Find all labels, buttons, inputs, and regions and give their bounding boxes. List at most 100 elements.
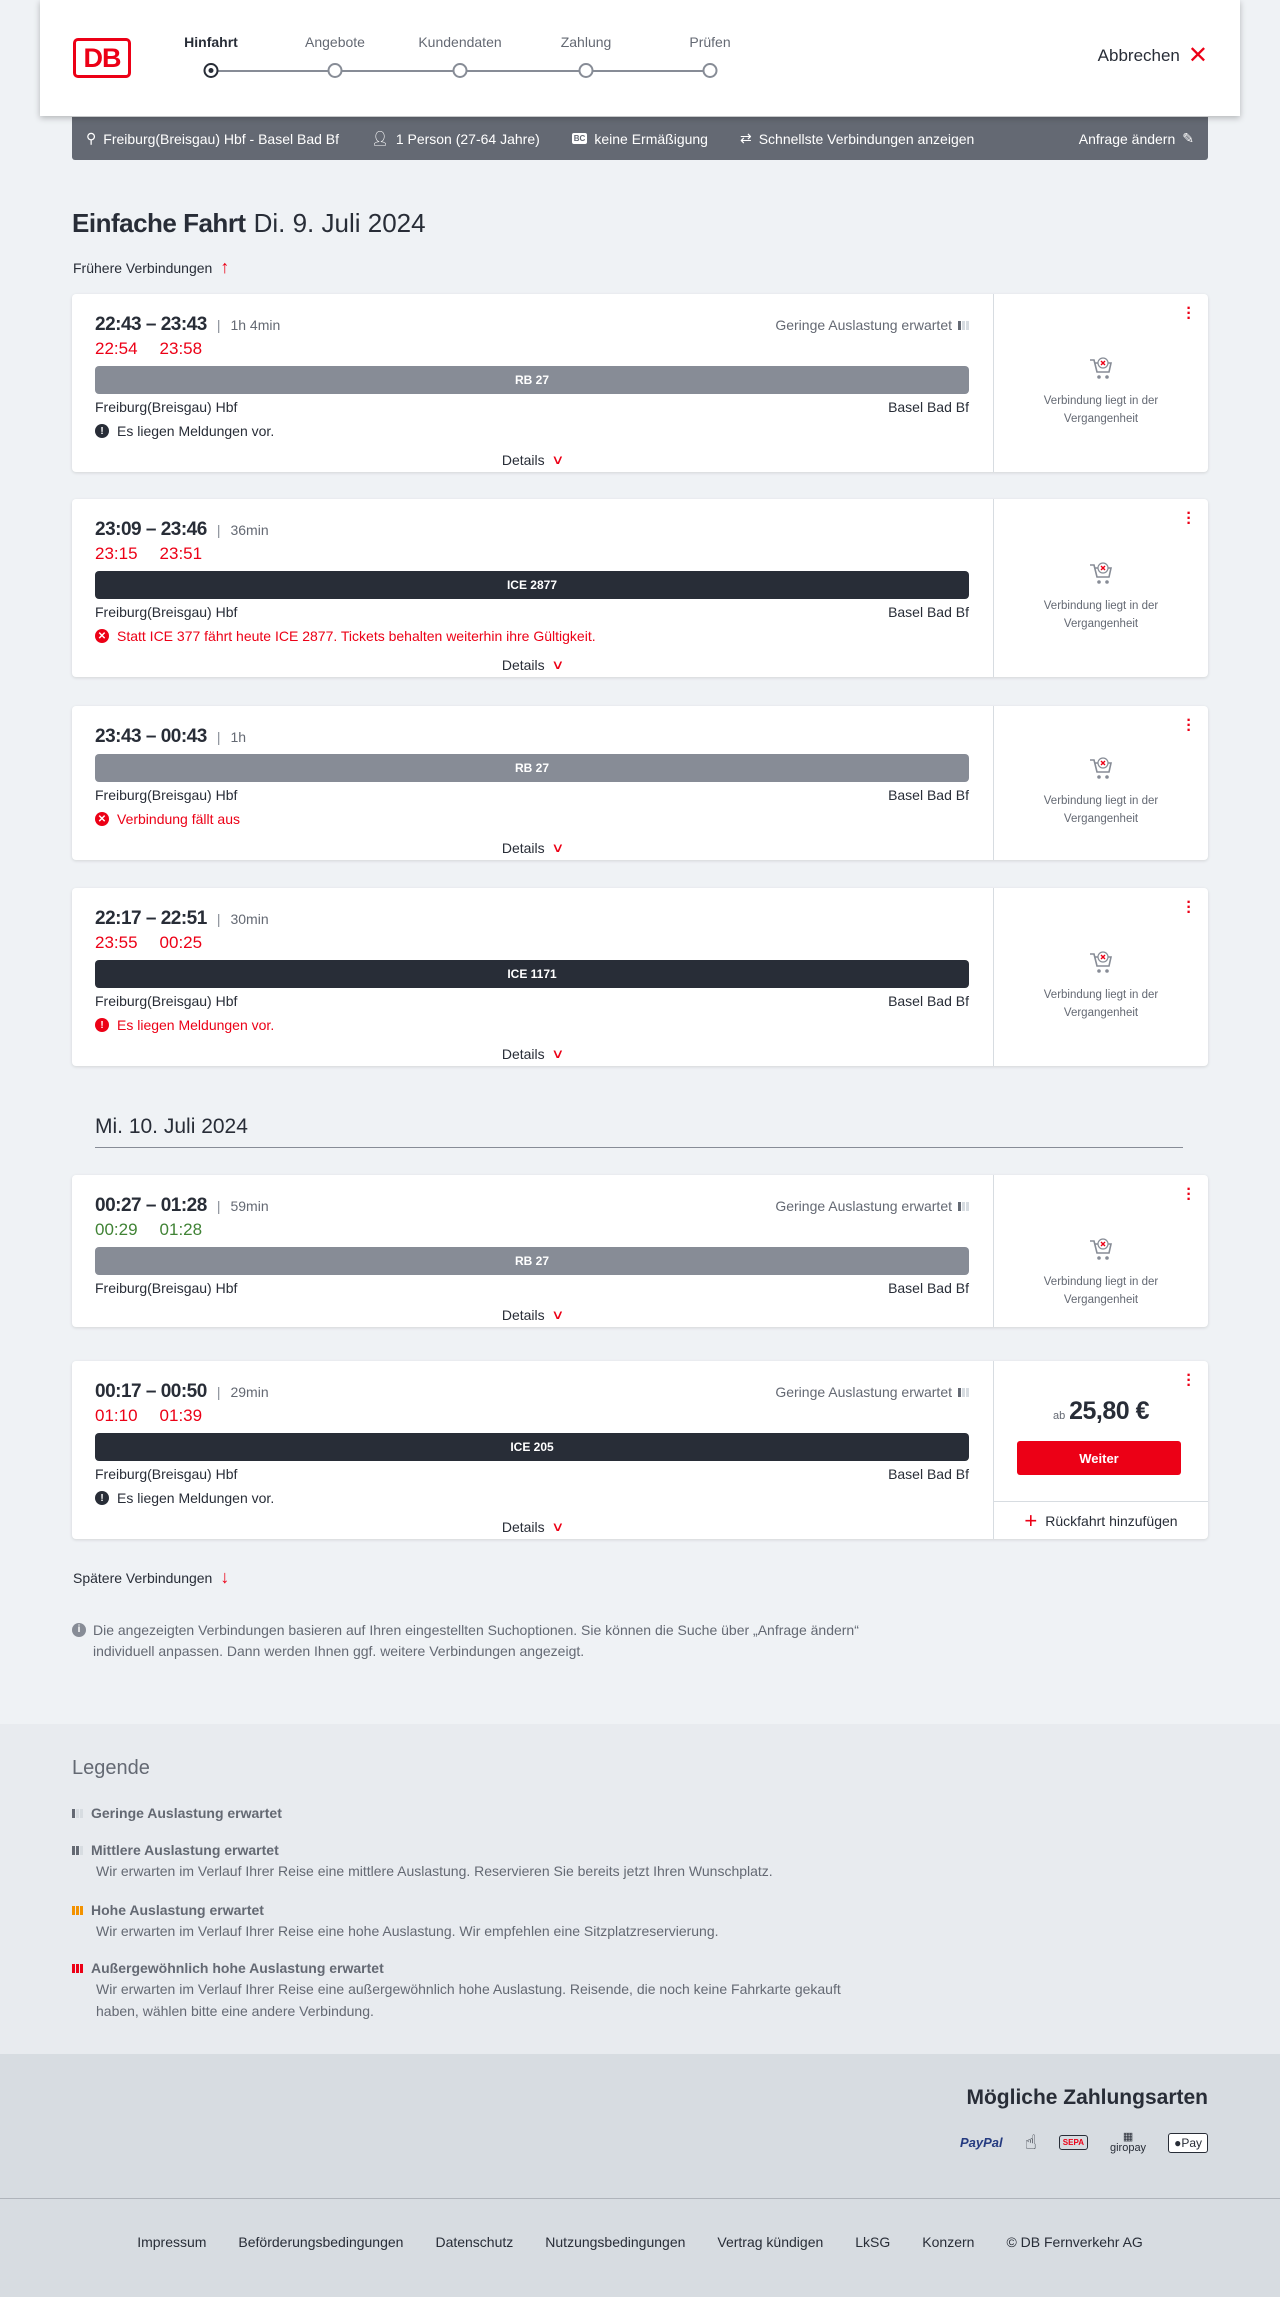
scheduled-times: 23:09 – 23:46 <box>95 519 207 540</box>
connection-card[interactable]: 22:43 – 23:43 | 1h 4min Geringe Auslastung… <box>72 294 1208 472</box>
footer-link[interactable]: Impressum <box>137 2234 207 2250</box>
actual-times: 23:55 00:25 <box>95 931 969 955</box>
destination-station: Basel Bad Bf <box>888 399 969 415</box>
origin-station: Freiburg(Breisgau) Hbf <box>95 1280 238 1296</box>
duration: 29min <box>230 1384 269 1400</box>
train-bar[interactable]: RB 27 <box>95 1247 969 1275</box>
connection-details: 23:43 – 00:43 | 1h RB 27 Freiburg(Breisgau… <box>72 706 994 860</box>
occupancy-icon <box>72 1905 83 1915</box>
continue-button[interactable]: Weiter <box>1017 1441 1181 1475</box>
cancel-button[interactable]: Abbrechen ✕ <box>1098 44 1208 68</box>
actual-times: 23:15 23:51 <box>95 542 969 566</box>
exclamation-icon: ! <box>95 424 109 438</box>
train-bar[interactable]: ICE 2877 <box>95 571 969 599</box>
bahncard-icon: BC <box>571 133 588 144</box>
search-summary-bar: ⚲ Freiburg(Breisgau) Hbf - Basel Bad Bf 👤… <box>72 117 1208 160</box>
offer-panel: · · · Verbindung liegt in der Vergangenheit <box>994 888 1208 1066</box>
message-text: Statt ICE 377 fährt heute ICE 2877. Tick… <box>117 628 596 644</box>
connection-details: 22:43 – 23:43 | 1h 4min Geringe Auslastung… <box>72 294 994 472</box>
origin-station: Freiburg(Breisgau) Hbf <box>95 399 238 415</box>
occupancy: Geringe Auslastung erwartet <box>775 317 969 333</box>
footer-link[interactable]: LkSG <box>855 2234 891 2250</box>
legend-item-description: Wir erwarten im Verlauf Ihrer Reise eine… <box>96 1981 841 2019</box>
person-icon: 👤︎ <box>371 130 389 146</box>
step-label: Zahlung <box>560 34 612 50</box>
details-toggle[interactable]: Details ∨ <box>95 836 969 860</box>
details-label: Details <box>501 1307 545 1323</box>
connection-card[interactable]: 00:17 – 00:50 | 29min Geringe Auslastung e… <box>72 1361 1208 1539</box>
arrow-down-icon: ↓ <box>220 1567 230 1587</box>
details-toggle[interactable]: Details ∨ <box>95 1042 969 1066</box>
error-icon: ✕ <box>95 629 109 643</box>
footer-link[interactable]: Beförderungsbedingungen <box>238 2234 404 2250</box>
origin-station: Freiburg(Breisgau) Hbf <box>95 1466 238 1482</box>
trip-type: Einfache Fahrt <box>72 208 246 238</box>
swap-icon: ⇄ <box>739 130 752 146</box>
details-toggle[interactable]: Details ∨ <box>95 653 969 677</box>
actual-departure: 23:55 <box>95 933 138 952</box>
connection-details: 22:17 – 22:51 | 30min 23:55 00:25 ICE 1171 F… <box>72 888 994 1066</box>
occupancy: Geringe Auslastung erwartet <box>775 1198 969 1214</box>
edit-request-button[interactable]: Anfrage ändern ✎ <box>1079 130 1194 147</box>
train-bar[interactable]: RB 27 <box>95 366 969 394</box>
offer-panel: · · · Verbindung liegt in der Vergangenheit <box>994 294 1208 472</box>
connection-message: ! Es liegen Meldungen vor. <box>95 1013 969 1037</box>
past-connection-text: Verbindung liegt in der Vergangenheit <box>1043 395 1159 425</box>
connection-card[interactable]: 23:43 – 00:43 | 1h RB 27 Freiburg(Breisgau… <box>72 706 1208 860</box>
step-label: Kundendaten <box>418 34 502 50</box>
db-logo[interactable]: DB <box>73 38 131 78</box>
connection-card[interactable]: 22:17 – 22:51 | 30min 23:55 00:25 ICE 1171 F… <box>72 888 1208 1066</box>
payment-title: Mögliche Zahlungsarten <box>966 2086 1208 2109</box>
duration: 59min <box>230 1198 269 1214</box>
duration: 30min <box>230 911 269 927</box>
occupancy-label: Geringe Auslastung erwartet <box>775 1384 952 1400</box>
legend-item: Außergewöhnlich hohe Auslastung erwartet… <box>72 1958 872 2022</box>
occupancy-low-icon <box>958 1201 969 1211</box>
scheduled-times: 22:43 – 23:43 <box>95 314 207 335</box>
details-toggle[interactable]: Details ∨ <box>95 1515 969 1539</box>
arrow-up-icon: ↑ <box>220 257 230 277</box>
trip-date: Di. 9. Juli 2024 <box>253 208 426 238</box>
connection-card[interactable]: 00:27 – 01:28 | 59min Geringe Auslastung e… <box>72 1175 1208 1327</box>
footer-link[interactable]: Datenschutz <box>435 2234 514 2250</box>
more-options-icon[interactable]: · · · <box>1186 505 1192 532</box>
connection-card[interactable]: 23:09 – 23:46 | 36min 23:15 23:51 ICE 2877 F… <box>72 499 1208 677</box>
details-toggle[interactable]: Details ∨ <box>95 448 969 472</box>
past-connection-text: Verbindung liegt in der Vergangenheit <box>1043 600 1159 630</box>
footer-links: Impressum Beförderungsbedingungen Datensch… <box>0 2234 1280 2250</box>
details-toggle[interactable]: Details ∨ <box>95 1303 969 1327</box>
train-bar[interactable]: ICE 205 <box>95 1433 969 1461</box>
actual-times: 00:29 01:28 <box>95 1218 969 1242</box>
more-options-icon[interactable]: · · · <box>1186 300 1192 327</box>
connection-message: ✕ Verbindung fällt aus <box>95 807 969 831</box>
add-return-trip-button[interactable]: + Rückfahrt hinzufügen <box>994 1501 1208 1539</box>
more-options-icon[interactable]: · · · <box>1186 1181 1192 1208</box>
connection-details: 00:17 – 00:50 | 29min Geringe Auslastung e… <box>72 1361 994 1539</box>
actual-arrival: 01:28 <box>159 1220 203 1239</box>
occupancy-low-icon <box>958 320 969 330</box>
later-connections-link[interactable]: Spätere Verbindungen ↓ <box>73 1567 229 1588</box>
footer-link[interactable]: Konzern <box>922 2234 975 2250</box>
fastest-option: Schnellste Verbindungen anzeigen <box>758 130 975 147</box>
passengers: 1 Person (27-64 Jahre) <box>395 130 540 147</box>
train-bar[interactable]: RB 27 <box>95 754 969 782</box>
price: ab 25,80 € <box>994 1397 1208 1426</box>
destination-station: Basel Bad Bf <box>888 993 969 1009</box>
footer-link[interactable]: Nutzungsbedingungen <box>545 2234 686 2250</box>
cart-unavailable-icon <box>1090 562 1112 584</box>
actual-arrival: 00:25 <box>159 933 203 952</box>
actual-arrival: 01:39 <box>159 1406 203 1425</box>
cart-unavailable-icon <box>1090 357 1112 379</box>
footer-link[interactable]: Vertrag kündigen <box>717 2234 824 2250</box>
price-value: 25,80 € <box>1069 1397 1150 1425</box>
step-label: Hinfahrt <box>184 34 238 50</box>
more-options-icon[interactable]: · · · <box>1186 894 1192 921</box>
duration: 36min <box>230 522 269 538</box>
offer-panel: · · · Verbindung liegt in der Vergangenheit <box>994 706 1208 860</box>
info-icon: i <box>72 1623 86 1637</box>
more-options-icon[interactable]: · · · <box>1186 712 1192 739</box>
actual-times: 22:54 23:58 <box>95 337 969 361</box>
more-options-icon[interactable]: · · · <box>1186 1367 1192 1394</box>
earlier-connections-link[interactable]: Frühere Verbindungen ↑ <box>73 257 229 278</box>
train-bar[interactable]: ICE 1171 <box>95 960 969 988</box>
